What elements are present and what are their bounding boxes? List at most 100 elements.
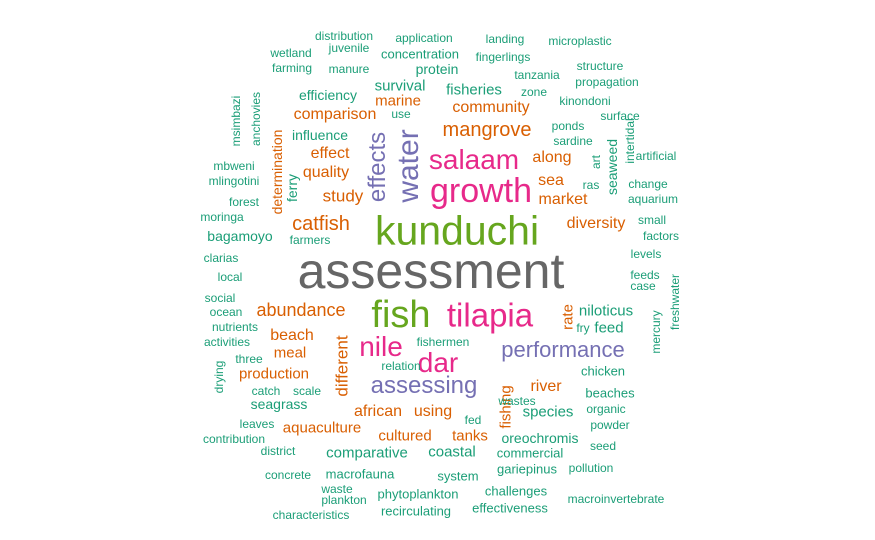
word-system: system: [437, 468, 479, 484]
word-concentration: concentration: [380, 46, 460, 62]
word-effect: effect: [310, 145, 350, 162]
word-production: production: [238, 365, 310, 383]
word-wetland: wetland: [270, 46, 312, 60]
word-art: art: [589, 154, 603, 170]
word-fishermen: fishermen: [416, 335, 470, 349]
word-abundance: abundance: [256, 300, 346, 320]
word-african: african: [353, 403, 403, 420]
word-tanks: tanks: [452, 427, 488, 445]
word-fed: fed: [464, 413, 482, 427]
word-factors: factors: [642, 229, 680, 243]
word-ras: ras: [582, 178, 600, 192]
word-fingerlings: fingerlings: [475, 50, 531, 64]
word-assessment: assessment: [297, 243, 565, 299]
word-effects: effects: [364, 131, 391, 203]
word-beach: beach: [270, 327, 314, 344]
word-mbweni: mbweni: [213, 159, 255, 173]
word-phytoplankton: phytoplankton: [377, 486, 459, 502]
word-concrete: concrete: [264, 468, 312, 482]
word-salaam: salaam: [428, 144, 520, 175]
word-water: water: [392, 129, 425, 203]
word-powder: powder: [590, 418, 630, 432]
word-waste: waste: [321, 482, 353, 496]
word-feeds: feeds: [630, 268, 660, 282]
word-plankton: plankton: [321, 493, 367, 507]
word-rate: rate: [559, 304, 577, 330]
word-social: social: [204, 291, 236, 305]
word-different: different: [332, 335, 352, 397]
word-sardine: sardine: [553, 134, 593, 148]
word-catfish: catfish: [292, 213, 350, 235]
word-msimbazi: msimbazi: [229, 95, 243, 147]
word-macrofauna: macrofauna: [325, 466, 395, 482]
word-landing: landing: [485, 32, 525, 46]
word-organic: organic: [586, 402, 626, 416]
word-efficiency: efficiency: [298, 87, 358, 103]
word-community: community: [452, 99, 530, 116]
word-determination: determination: [269, 129, 285, 215]
word-pollution: pollution: [568, 461, 614, 475]
word-clarias: clarias: [203, 251, 239, 265]
word-nile: nile: [359, 331, 403, 362]
word-challenges: challenges: [484, 483, 548, 499]
word-meal: meal: [273, 344, 307, 362]
word-commercial: commercial: [496, 445, 564, 461]
word-river: river: [530, 378, 562, 395]
word-fisheries: fisheries: [446, 81, 502, 99]
word-anchovies: anchovies: [249, 91, 263, 147]
word-feed: feed: [594, 319, 624, 337]
word-forest: forest: [228, 195, 260, 209]
word-tanzania: tanzania: [514, 68, 560, 82]
word-marine: marine: [375, 92, 421, 110]
word-tilapia: tilapia: [446, 296, 534, 334]
word-local: local: [217, 270, 243, 284]
word-influence: influence: [291, 127, 349, 143]
word-freshwater: freshwater: [668, 273, 682, 331]
word-change: change: [628, 177, 668, 191]
word-activities: activities: [203, 335, 251, 349]
word-juvenile: juvenile: [328, 41, 370, 55]
word-study: study: [322, 186, 364, 206]
word-ferry: ferry: [284, 174, 300, 202]
word-fish: fish: [371, 294, 431, 336]
word-mangrove: mangrove: [442, 119, 532, 141]
word-levels: levels: [630, 247, 662, 261]
word-fry: fry: [576, 321, 590, 335]
word-effectiveness: effectiveness: [472, 500, 548, 516]
word-sea: sea: [538, 172, 564, 189]
word-drying: drying: [212, 360, 226, 394]
word-seaweed: seaweed: [604, 138, 620, 196]
word-surface: surface: [600, 109, 640, 123]
word-diversity: diversity: [566, 215, 626, 232]
word-application: application: [395, 31, 453, 45]
word-cultured: cultured: [378, 427, 432, 445]
word-ponds: ponds: [551, 119, 585, 133]
word-chicken: chicken: [580, 363, 626, 379]
word-comparison: comparison: [293, 106, 377, 123]
word-kinondoni: kinondoni: [559, 94, 611, 108]
word-case: case: [630, 279, 656, 293]
word-ocean: ocean: [209, 305, 243, 319]
word-scale: scale: [292, 384, 322, 398]
word-wastes: wastes: [498, 394, 536, 408]
word-mercury: mercury: [649, 310, 663, 354]
word-three: three: [235, 352, 263, 366]
word-small: small: [637, 213, 667, 227]
word-assessing: assessing: [370, 372, 478, 399]
word-aquarium: aquarium: [627, 192, 679, 206]
word-use: use: [391, 107, 411, 121]
word-macroinvertebrate: macroinvertebrate: [567, 492, 665, 506]
word-along: along: [532, 149, 572, 166]
word-structure: structure: [576, 59, 624, 73]
word-oreochromis: oreochromis: [501, 430, 579, 446]
word-quality: quality: [302, 164, 350, 181]
word-artificial: artificial: [635, 149, 677, 163]
word-bagamoyo: bagamoyo: [207, 228, 273, 244]
word-intertidal: intertidal: [623, 118, 637, 164]
word-aquaculture: aquaculture: [282, 419, 362, 437]
word-beaches: beaches: [585, 385, 635, 401]
word-using: using: [413, 403, 453, 420]
word-niloticus: niloticus: [578, 302, 634, 320]
word-growth: growth: [429, 172, 533, 210]
word-characteristics: characteristics: [272, 508, 350, 522]
